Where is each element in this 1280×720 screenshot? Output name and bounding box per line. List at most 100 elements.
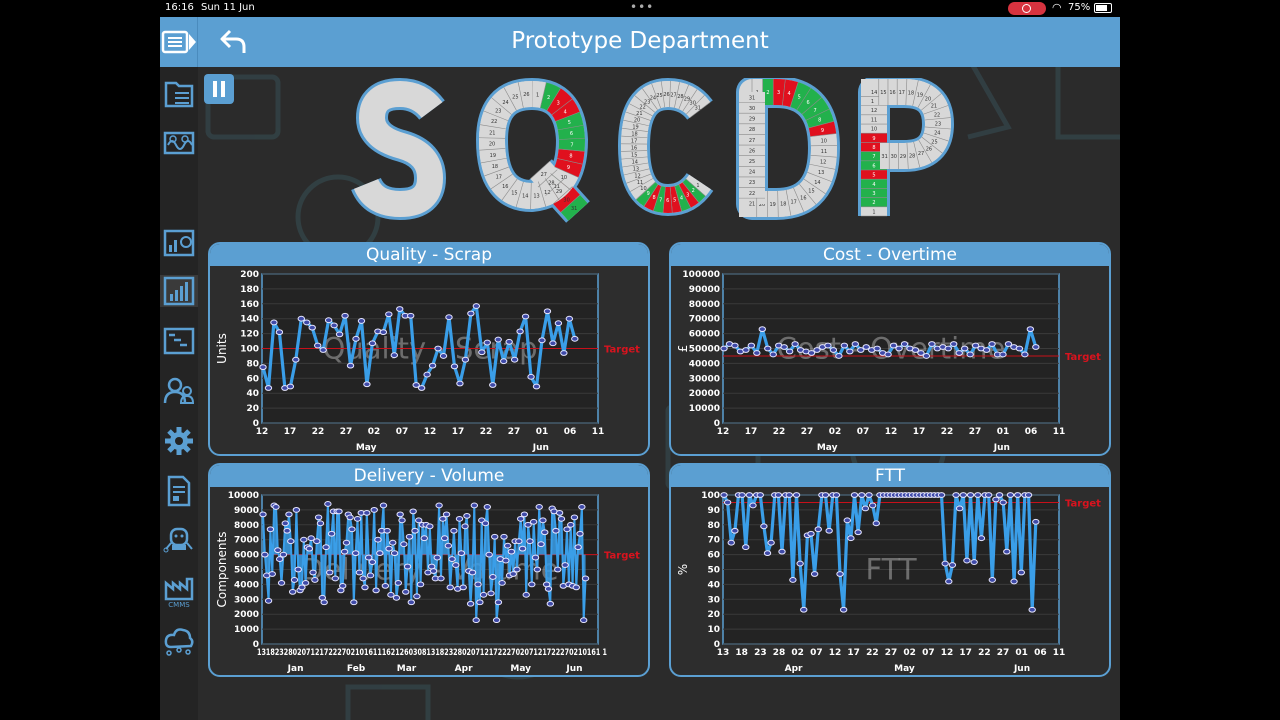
data-point[interactable] [311, 577, 319, 583]
data-point[interactable] [346, 514, 354, 521]
data-point[interactable] [1032, 518, 1040, 525]
data-point[interactable] [500, 533, 508, 540]
data-point[interactable] [764, 345, 772, 352]
data-point[interactable] [742, 544, 750, 551]
data-point[interactable] [945, 578, 953, 585]
data-point[interactable] [574, 544, 582, 551]
data-point[interactable] [350, 599, 358, 606]
data-point[interactable] [560, 350, 568, 356]
data-point[interactable] [361, 584, 369, 591]
data-point[interactable] [840, 342, 849, 349]
data-point[interactable] [297, 315, 305, 322]
data-point[interactable] [359, 575, 367, 582]
data-point[interactable] [331, 575, 339, 582]
data-point[interactable] [552, 527, 560, 534]
data-point[interactable] [769, 351, 777, 358]
data-point[interactable] [948, 562, 957, 568]
pause-button[interactable] [204, 74, 234, 104]
data-point[interactable] [565, 315, 574, 322]
menu-toggle-button[interactable] [160, 17, 198, 67]
data-point[interactable] [758, 326, 766, 333]
data-point[interactable] [417, 385, 426, 391]
data-point[interactable] [461, 523, 469, 530]
data-point[interactable] [415, 517, 423, 524]
data-point[interactable] [1024, 492, 1033, 498]
data-point[interactable] [911, 347, 920, 353]
data-point[interactable] [479, 591, 488, 598]
data-point[interactable] [937, 492, 946, 498]
data-point[interactable] [494, 599, 503, 606]
data-point[interactable] [555, 509, 564, 516]
data-point[interactable] [406, 312, 415, 319]
data-point[interactable] [977, 535, 986, 542]
data-point[interactable] [355, 569, 364, 576]
data-point[interactable] [549, 340, 557, 347]
data-point[interactable] [403, 563, 412, 570]
data-point[interactable] [1032, 344, 1040, 350]
sidebar-item-chart-gauge[interactable] [163, 227, 195, 259]
data-point[interactable] [814, 526, 822, 533]
chart-plot[interactable]: 0 1000 2000 3000 4000 5000 6000 7000 8000 9000 100… [210, 487, 648, 675]
data-point[interactable] [580, 617, 588, 624]
data-point[interactable] [346, 362, 355, 369]
data-point[interactable] [474, 581, 482, 588]
data-point[interactable] [413, 593, 421, 600]
data-point[interactable] [483, 339, 491, 346]
data-point[interactable] [738, 492, 746, 498]
data-point[interactable] [487, 590, 495, 597]
data-point[interactable] [470, 502, 479, 509]
data-point[interactable] [988, 577, 996, 583]
data-point[interactable] [368, 559, 377, 565]
data-point[interactable] [320, 599, 328, 606]
data-point[interactable] [489, 382, 497, 388]
data-point[interactable] [491, 533, 499, 540]
data-point[interactable] [264, 597, 273, 604]
data-point[interactable] [309, 569, 317, 576]
data-point[interactable] [792, 492, 801, 498]
data-point[interactable] [494, 336, 502, 343]
data-point[interactable] [439, 353, 448, 359]
data-point[interactable] [363, 509, 371, 516]
data-point[interactable] [824, 342, 832, 349]
data-point[interactable] [324, 317, 333, 324]
data-point[interactable] [963, 557, 971, 564]
data-point[interactable] [774, 492, 783, 498]
data-point[interactable] [303, 319, 311, 326]
data-point[interactable] [789, 577, 797, 583]
data-point[interactable] [445, 314, 453, 321]
data-point[interactable] [529, 518, 538, 525]
data-point[interactable] [1015, 345, 1024, 352]
data-point[interactable] [1004, 341, 1013, 347]
data-point[interactable] [416, 581, 425, 588]
data-point[interactable] [396, 511, 404, 518]
data-point[interactable] [862, 344, 870, 350]
data-point[interactable] [351, 550, 360, 557]
data-point[interactable] [272, 504, 280, 510]
data-point[interactable] [955, 505, 964, 512]
data-point[interactable] [832, 492, 841, 498]
data-point[interactable] [467, 310, 475, 317]
data-point[interactable] [481, 520, 490, 527]
data-point[interactable] [446, 584, 454, 591]
data-point[interactable] [829, 347, 838, 353]
data-point[interactable] [865, 492, 873, 498]
data-point[interactable] [960, 345, 969, 352]
data-point[interactable] [753, 350, 761, 356]
data-point[interactable] [941, 560, 949, 567]
data-point[interactable] [950, 341, 958, 347]
data-point[interactable] [342, 539, 351, 546]
data-point[interactable] [450, 527, 458, 534]
data-point[interactable] [335, 508, 343, 515]
data-point[interactable] [720, 345, 728, 352]
data-point[interactable] [437, 575, 445, 582]
data-point[interactable] [261, 551, 269, 558]
data-point[interactable] [544, 585, 553, 592]
data-point[interactable] [922, 353, 931, 359]
sidebar-item-bar-chart[interactable] [160, 275, 198, 307]
data-point[interactable] [796, 560, 804, 567]
data-point[interactable] [999, 351, 1007, 358]
data-point[interactable] [322, 544, 330, 551]
ftt-panel[interactable]: FTT 0 10 20 30 40 50 60 70 80 90 100% FTT Target 13 18… [669, 463, 1111, 677]
screen-recording-icon[interactable] [1008, 2, 1046, 15]
